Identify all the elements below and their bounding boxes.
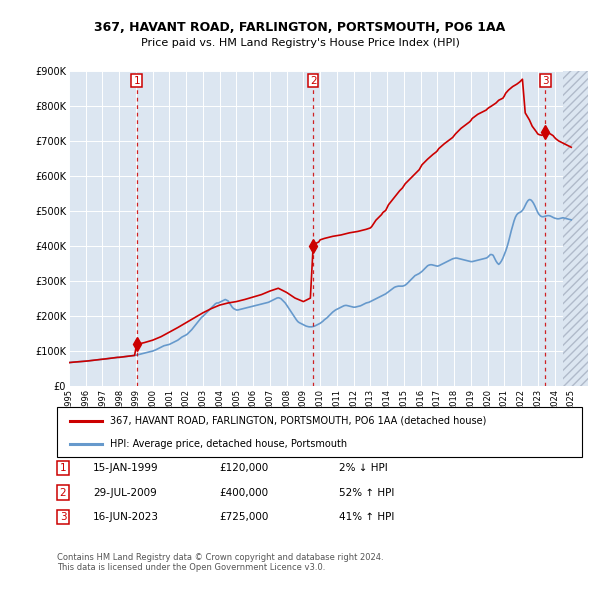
- Text: 29-JUL-2009: 29-JUL-2009: [93, 488, 157, 497]
- Bar: [563, 71, 588, 386]
- Text: HPI: Average price, detached house, Portsmouth: HPI: Average price, detached house, Port…: [110, 439, 347, 449]
- Text: 52% ↑ HPI: 52% ↑ HPI: [339, 488, 394, 497]
- Text: 3: 3: [542, 76, 549, 86]
- Text: 367, HAVANT ROAD, FARLINGTON, PORTSMOUTH, PO6 1AA: 367, HAVANT ROAD, FARLINGTON, PORTSMOUTH…: [94, 21, 506, 34]
- Bar: [563, 71, 588, 386]
- Text: 3: 3: [59, 512, 67, 522]
- Text: 1: 1: [133, 76, 140, 86]
- Text: £400,000: £400,000: [219, 488, 268, 497]
- Text: £120,000: £120,000: [219, 463, 268, 473]
- Text: Contains HM Land Registry data © Crown copyright and database right 2024.: Contains HM Land Registry data © Crown c…: [57, 553, 383, 562]
- Text: 367, HAVANT ROAD, FARLINGTON, PORTSMOUTH, PO6 1AA (detached house): 367, HAVANT ROAD, FARLINGTON, PORTSMOUTH…: [110, 415, 486, 425]
- FancyBboxPatch shape: [57, 407, 582, 457]
- Text: 2: 2: [310, 76, 316, 86]
- Text: This data is licensed under the Open Government Licence v3.0.: This data is licensed under the Open Gov…: [57, 563, 325, 572]
- Text: 1: 1: [59, 463, 67, 473]
- Text: 2% ↓ HPI: 2% ↓ HPI: [339, 463, 388, 473]
- Text: £725,000: £725,000: [219, 512, 268, 522]
- Text: 16-JUN-2023: 16-JUN-2023: [93, 512, 159, 522]
- Text: 15-JAN-1999: 15-JAN-1999: [93, 463, 158, 473]
- Text: Price paid vs. HM Land Registry's House Price Index (HPI): Price paid vs. HM Land Registry's House …: [140, 38, 460, 48]
- Text: 2: 2: [59, 488, 67, 497]
- Text: 41% ↑ HPI: 41% ↑ HPI: [339, 512, 394, 522]
